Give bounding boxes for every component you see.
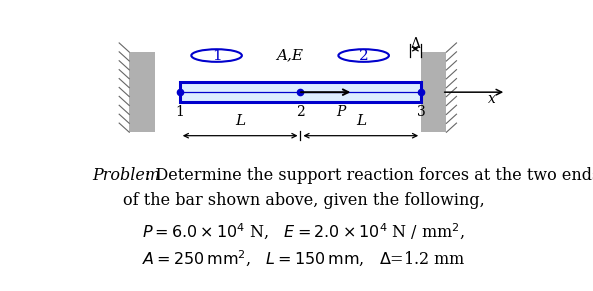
- Text: L: L: [235, 114, 245, 128]
- Text: 3: 3: [417, 105, 426, 119]
- Text: Δ: Δ: [410, 37, 420, 51]
- Text: 2: 2: [359, 49, 368, 63]
- Text: $P = 6.0\times10^4$ N,   $E = 2.0\times10^4$ N / mm$^2$,: $P = 6.0\times10^4$ N, $E = 2.0\times10^…: [142, 221, 466, 242]
- Text: Problem: Problem: [93, 167, 161, 184]
- Text: $A = 250\,\mathrm{mm}^2$,   $L = 150\,\mathrm{mm}$,   $\Delta$=1.2 mm: $A = 250\,\mathrm{mm}^2$, $L = 150\,\mat…: [142, 249, 466, 269]
- Text: P: P: [336, 105, 345, 119]
- Text: L: L: [356, 114, 366, 128]
- Text: : Determine the support reaction forces at the two ends: : Determine the support reaction forces …: [145, 167, 593, 184]
- Text: 2: 2: [296, 105, 305, 119]
- Text: x: x: [489, 92, 496, 106]
- Text: 1: 1: [212, 49, 221, 63]
- Bar: [129, 52, 155, 132]
- Text: 1: 1: [176, 105, 184, 119]
- Text: A,E: A,E: [276, 49, 304, 63]
- Bar: [421, 52, 447, 132]
- Bar: [180, 82, 421, 102]
- Text: of the bar shown above, given the following,: of the bar shown above, given the follow…: [123, 192, 485, 209]
